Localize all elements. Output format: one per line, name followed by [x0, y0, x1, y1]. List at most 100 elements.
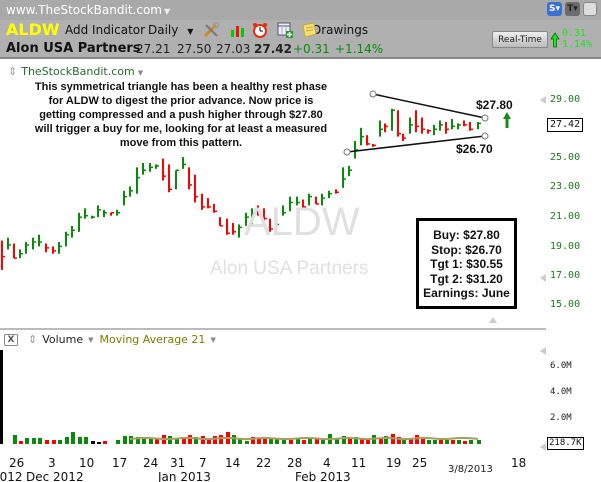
x-tick: 4 [323, 456, 331, 470]
site-link-label: www.TheStockBandit.com [6, 3, 162, 17]
chart-type-icon[interactable] [229, 22, 245, 38]
close-panel-button[interactable]: X [4, 333, 18, 346]
y-tick: 23.00 [550, 181, 581, 192]
drag-handle-icon[interactable]: ⇕ [8, 65, 18, 78]
volume-y-tick: 2.0M [550, 413, 572, 423]
resistance-label: $27.80 [476, 98, 513, 112]
t-menu-button[interactable]: T ▾ [565, 2, 580, 16]
low-price: 27.03 [216, 42, 251, 56]
y-tick: 25.00 [550, 152, 581, 163]
trendline-handle [481, 132, 489, 140]
up-arrow-icon [550, 32, 560, 48]
x-tick: 7 [199, 456, 207, 470]
analysis-note: This symmetrical triangle has been a hea… [34, 81, 328, 149]
price-chart[interactable] [0, 60, 601, 482]
resistance-trendline [372, 93, 486, 119]
last-price: 27.42 [254, 42, 292, 56]
volume-label[interactable]: Volume [42, 333, 84, 346]
moving-average-label[interactable]: Moving Average 21 [99, 333, 206, 346]
high-price: 27.50 [177, 42, 212, 56]
x-tick: 22 [256, 456, 272, 470]
collapse-marker-icon [489, 317, 497, 323]
x-tick: 28 [287, 456, 303, 470]
period-select[interactable]: Daily ▼ [148, 23, 193, 37]
x-tick: 11 [351, 456, 367, 470]
plan-earnings: Earnings: June [423, 286, 510, 300]
watermark-ticker: ALDW [244, 200, 360, 244]
open-price: 27.21 [136, 42, 171, 56]
x-tick: 3 [48, 456, 56, 470]
toolbar: ALDW Add Indicator Daily ▼ Drawings [0, 20, 601, 40]
x-tick: 19 [386, 456, 402, 470]
ohlc-bars [1, 108, 481, 270]
buy-arrow-icon [503, 112, 511, 128]
volume-bars [0, 350, 481, 444]
support-label: $26.70 [456, 142, 493, 156]
alarm-clock-icon[interactable] [252, 22, 268, 38]
drag-handle-icon[interactable]: ⇕ [28, 333, 38, 346]
realtime-change-pct: 1.14% [562, 39, 593, 50]
add-indicator-button[interactable]: Add Indicator [65, 23, 146, 37]
company-name: Alon USA Partners [6, 41, 141, 56]
s-menu-button[interactable]: S ▾ [547, 2, 562, 16]
last-volume-marker: 218.7K [547, 437, 584, 450]
x-tick: 10 [79, 456, 95, 470]
calendar-add-icon[interactable] [277, 22, 293, 38]
price-change: +0.31 [293, 42, 330, 56]
chevron-down-icon[interactable]: ▼ [88, 335, 94, 344]
volume-y-tick: 4.0M [550, 387, 572, 397]
ticker-symbol[interactable]: ALDW [6, 20, 60, 39]
y-tick: 19.00 [550, 241, 581, 252]
x-tick: 14 [225, 456, 241, 470]
y-tick: 15.00 [550, 299, 581, 310]
chevron-down-icon[interactable]: ▼ [210, 335, 216, 344]
legend-label: TheStockBandit.com [21, 65, 135, 78]
x-tick: 24 [143, 456, 159, 470]
watermark-company: Alon USA Partners [210, 258, 369, 279]
plan-target-1: Tgt 1: $30.55 [430, 257, 503, 271]
x-tick: 31 [170, 456, 186, 470]
x-tick: 18 [511, 456, 527, 470]
realtime-change: 0.31 1.14% [562, 28, 592, 50]
chevron-down-icon: ▼ [163, 7, 171, 16]
volume-moving-average [129, 436, 479, 441]
quote-bar: Alon USA Partners 27.21 27.50 27.03 27.4… [0, 40, 601, 59]
x-month-label: Jan 2013 [158, 470, 211, 482]
price-change-pct: +1.14% [335, 42, 384, 56]
plan-target-2: Tgt 2: $31.20 [430, 271, 503, 286]
drawings-button[interactable]: Drawings [312, 23, 369, 37]
y-tick: 21.00 [550, 211, 581, 222]
site-link[interactable]: www.TheStockBandit.com ▼ [6, 3, 170, 17]
scroll-marker-icon [540, 347, 546, 355]
y-tick: 29.00 [550, 94, 581, 105]
save-icon[interactable] [583, 2, 597, 16]
period-value: Daily [148, 23, 179, 37]
chevron-down-icon: ▼ [187, 27, 194, 36]
realtime-button[interactable]: Real-Time [492, 31, 548, 48]
trendlines [343, 90, 489, 156]
top-right-icons: S ▾ T ▾ [547, 2, 597, 16]
chevron-down-icon: ▼ [137, 69, 144, 77]
trendline-handle [369, 90, 377, 98]
scroll-marker-icon [540, 443, 546, 451]
volume-legend: X ⇕ Volume ▼ Moving Average 21 ▼ [4, 333, 222, 346]
scroll-marker-icon [540, 274, 546, 282]
current-date-label: 3/8/2013 [448, 464, 493, 475]
x-tick: 17 [112, 456, 128, 470]
tools-icon[interactable] [203, 22, 219, 38]
realtime-change-value: 0.31 [562, 28, 587, 39]
y-tick: 17.00 [550, 270, 581, 281]
last-price-marker: 27.42 [547, 118, 584, 132]
support-trendline [346, 135, 486, 153]
chart-legend[interactable]: ⇕ TheStockBandit.com ▼ [8, 65, 143, 78]
x-month-label: Dec 2012 [26, 470, 84, 482]
scroll-marker-icon [540, 96, 546, 104]
x-tick: 26 [9, 456, 25, 470]
x-month-label: 2012 [0, 470, 23, 482]
trade-plan-box: Buy: $27.80 Stop: $26.70 Tgt 1: $30.55 T… [416, 218, 517, 309]
plan-buy: Buy: $27.80 [433, 228, 500, 242]
notes-icon[interactable] [301, 22, 317, 38]
trendline-handle [343, 148, 351, 156]
trendline-handle [481, 114, 489, 122]
